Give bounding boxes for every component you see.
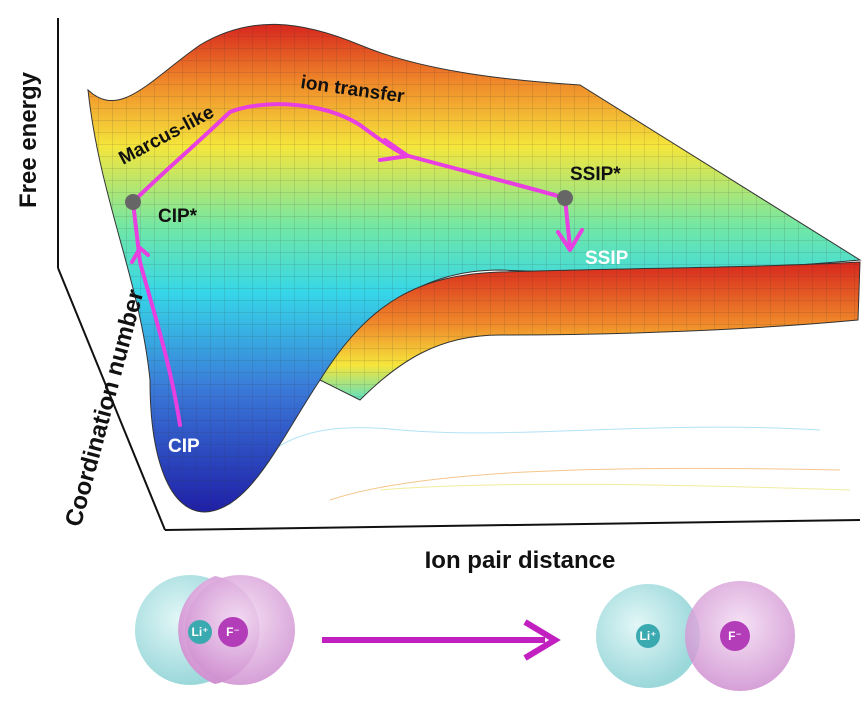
annotation: SSIP* [570,164,621,185]
state-dot [557,190,573,206]
figure: Free energy Coordination number Ion pair… [0,0,863,702]
ssip-molecule: Li⁺ F⁻ [596,581,795,691]
contours [230,427,850,505]
ion-label: Li⁺ [192,625,209,639]
axis-label: Ion pair distance [425,547,616,574]
x-axis [165,520,860,530]
ion-label: Li⁺ [640,629,657,643]
contour [380,484,850,490]
cip-molecule: Li⁺ F⁻ [135,575,295,685]
annotation: CIP* [158,206,198,227]
axis-label: Coordination number [60,287,149,530]
energy-surface [88,24,860,512]
state-dot [125,194,141,210]
contour [230,427,820,505]
ion-label: F⁻ [226,625,240,639]
annotation: CIP [168,436,200,457]
axis-label: Free energy [15,71,42,208]
annotation: SSIP [585,248,629,269]
ion-label: F⁻ [728,629,742,643]
